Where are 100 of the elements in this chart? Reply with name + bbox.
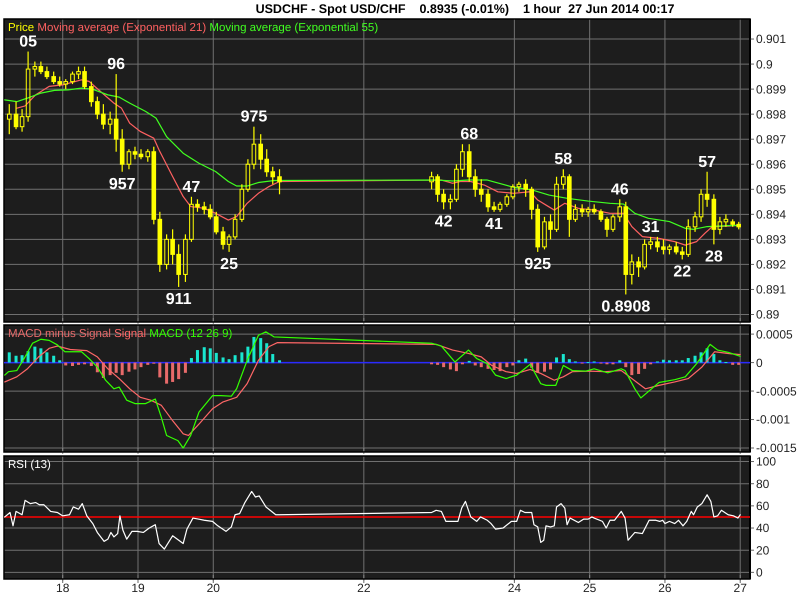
x-tick-label: 22 (357, 581, 371, 595)
x-tick-label: 18 (56, 581, 70, 595)
y-tick-label: 0.893 (756, 232, 786, 247)
bar (240, 352, 244, 363)
line-series (4, 342, 741, 436)
bar (562, 354, 565, 363)
annotation: 925 (524, 256, 552, 273)
bar (52, 356, 56, 363)
bar (662, 360, 665, 363)
y-tick-label: 0.896 (756, 157, 786, 172)
chart-title: USDCHF - Spot USD/CHF 0.8935 (-0.01%) 1 hour 27 Jun 2014 00:17 (256, 2, 674, 16)
x-tick-label: 20 (206, 581, 220, 595)
bar (177, 362, 180, 380)
bar (524, 358, 528, 363)
y-tick-label: 0.895 (756, 182, 786, 196)
y-tick-label: 0.892 (756, 258, 786, 272)
y-tick-label: -0.0005 (756, 384, 798, 398)
text: Moving average (Exponential 21) (37, 22, 206, 34)
bar (686, 358, 690, 363)
bar (474, 362, 477, 366)
bar (480, 362, 483, 368)
y-tick-label: 0.901 (756, 32, 786, 46)
bar (196, 350, 199, 363)
bar (140, 362, 143, 368)
annotation: 58 (554, 151, 572, 168)
bar (542, 362, 546, 372)
bar (158, 362, 162, 378)
chart-title: RSI (13) (8, 459, 51, 471)
bar (90, 362, 93, 366)
bar (14, 356, 18, 363)
bar (165, 362, 168, 384)
series-label: MACD (12 26 9) (149, 328, 233, 340)
y-tick-label: -0.0015 (756, 441, 798, 456)
bar (190, 358, 193, 363)
line-series (4, 490, 741, 550)
bar (228, 359, 231, 363)
bar (64, 362, 68, 366)
annotation: 28 (704, 248, 723, 266)
annotation: 0.8908 (601, 298, 650, 316)
y-tick-label: 40 (756, 521, 770, 536)
candlestick (6, 104, 12, 135)
x-tick-label: 19 (131, 581, 145, 595)
bar (184, 362, 187, 373)
bar (222, 357, 225, 363)
annotation: 96 (107, 56, 126, 74)
bar (133, 362, 136, 370)
y-tick-label: 0.89 (756, 308, 780, 322)
y-tick-label: 0.9 (756, 57, 774, 72)
annotation: 47 (182, 178, 200, 196)
annotation: 911 (166, 290, 192, 308)
y-tick-label: 0.891 (756, 282, 786, 297)
x-tick-label: 24 (508, 581, 522, 595)
bar (259, 338, 262, 363)
annotation: 05 (19, 34, 38, 51)
bar (442, 362, 446, 368)
y-tick-label: 0 (756, 356, 763, 370)
bar (454, 362, 458, 372)
annotation: 42 (434, 213, 453, 230)
annotation: 31 (642, 218, 660, 236)
annotation: 957 (108, 176, 136, 193)
bar (271, 354, 274, 363)
bar (214, 352, 218, 363)
bar (202, 347, 206, 363)
bar (171, 362, 174, 382)
bar (127, 362, 130, 372)
bar (549, 362, 552, 370)
y-tick-label: 20 (756, 543, 770, 558)
bar (114, 362, 118, 373)
bar (712, 354, 716, 363)
bar (680, 360, 684, 363)
y-tick-label: 0.894 (756, 208, 786, 222)
bar (694, 356, 697, 363)
x-tick-label: 25 (582, 581, 597, 595)
y-tick-label: 0 (756, 566, 763, 580)
y-tick-label: -0.001 (756, 412, 790, 427)
y-tick-label: 80 (756, 476, 770, 491)
bar (637, 362, 640, 374)
text: Signal (114, 328, 146, 340)
y-tick-label: 0.898 (756, 107, 786, 122)
series-label: MACD minus Signal (8, 328, 111, 340)
y-tick-label: 100 (756, 454, 776, 469)
y-tick-label: 0.0005 (756, 327, 794, 342)
x-tick-label: 27 (734, 581, 748, 595)
bar (208, 348, 212, 363)
bar (624, 362, 628, 368)
bar (8, 352, 11, 363)
annotation: 57 (698, 154, 716, 171)
x-tick-label: 26 (658, 581, 672, 595)
annotation: 975 (240, 108, 268, 126)
bar (511, 362, 514, 366)
annotation: 46 (610, 181, 629, 198)
annotation: 22 (673, 263, 692, 280)
bar (505, 362, 508, 368)
annotation: 25 (220, 256, 238, 273)
bar (234, 355, 237, 363)
bar (45, 352, 48, 363)
bar (70, 362, 74, 366)
annotation: 68 (460, 126, 478, 144)
annotation: 41 (485, 216, 504, 233)
y-tick-label: 0.899 (756, 82, 786, 96)
